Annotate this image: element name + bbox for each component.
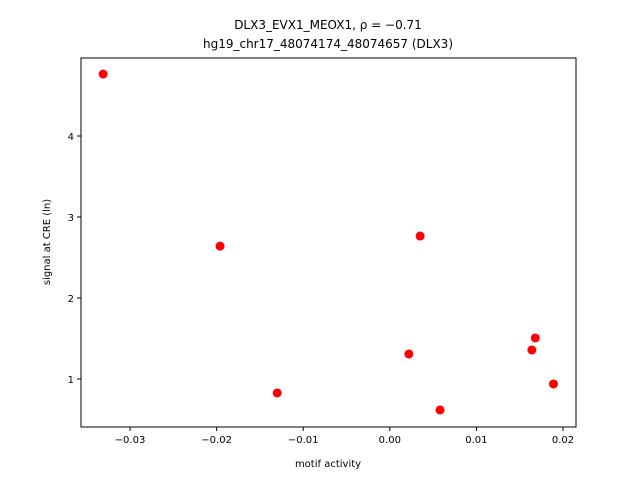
- scatter-point: [415, 231, 425, 241]
- scatter-point: [530, 333, 540, 343]
- scatter-point: [98, 69, 108, 79]
- y-axis-label: signal at CRE (ln): [42, 199, 53, 285]
- y-tick-label: 3: [68, 213, 74, 224]
- scatter-point: [404, 349, 414, 359]
- chart-subtitle: hg19_chr17_48074174_48074657 (DLX3): [203, 37, 453, 51]
- x-tick-label: −0.02: [201, 435, 232, 446]
- x-axis-label: motif activity: [295, 459, 361, 470]
- scatter-point: [215, 241, 225, 251]
- plot-frame: [80, 57, 577, 428]
- x-tick-label: 0.00: [379, 435, 401, 446]
- scatter-point: [272, 388, 282, 398]
- y-tick-label: 4: [68, 132, 74, 143]
- x-tick-label: 0.01: [465, 435, 487, 446]
- y-tick-label: 1: [68, 375, 74, 386]
- y-tick-label: 2: [68, 294, 74, 305]
- scatter-point: [435, 405, 445, 415]
- x-tick-label: −0.01: [288, 435, 319, 446]
- x-tick-label: −0.03: [115, 435, 146, 446]
- x-tick-label: 0.02: [552, 435, 574, 446]
- scatter-point: [548, 379, 558, 389]
- scatter-point: [527, 345, 537, 355]
- chart-title: DLX3_EVX1_MEOX1, ρ = −0.71: [234, 18, 422, 32]
